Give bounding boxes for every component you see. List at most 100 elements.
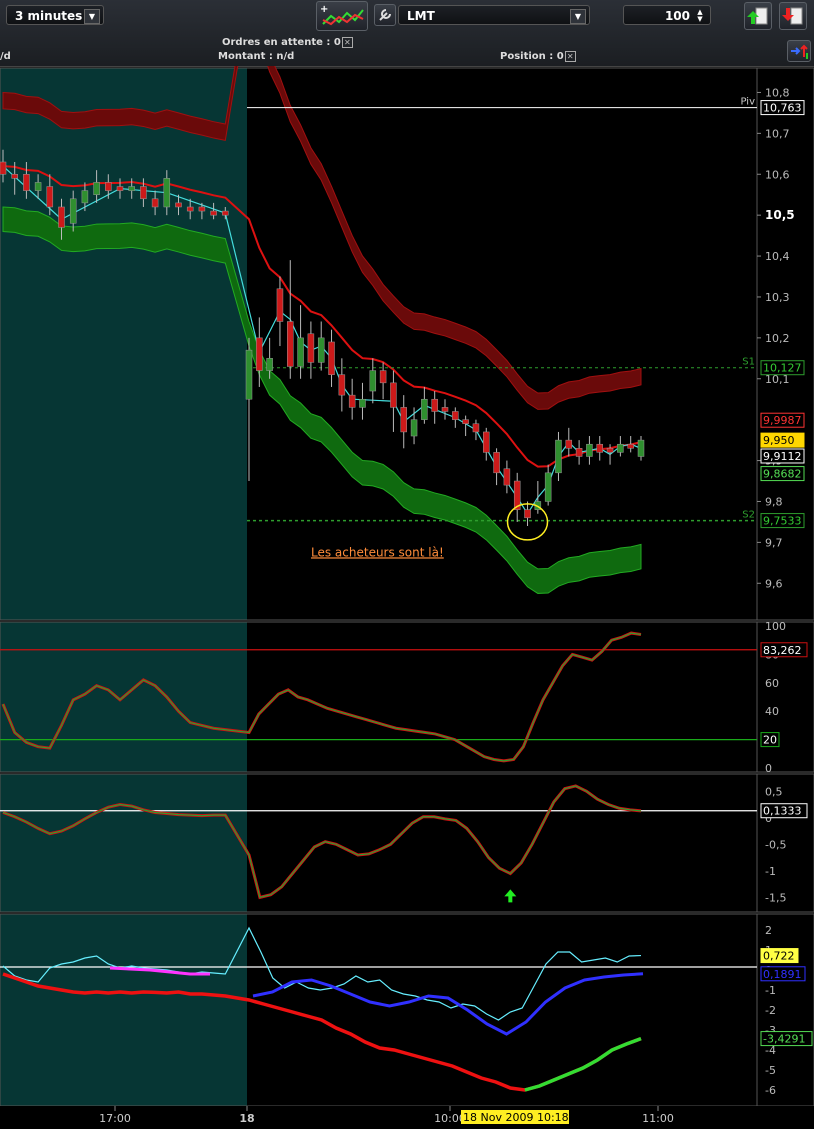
symbol-select[interactable]: LMT ▼ (398, 5, 590, 25)
candle (163, 170, 171, 216)
candle (606, 444, 614, 465)
candle (287, 260, 294, 379)
candle-body (348, 394, 356, 408)
candle-body (140, 186, 147, 200)
level-value: 0,1333 (763, 805, 802, 818)
candle (317, 321, 325, 371)
candle (359, 382, 366, 420)
pending-orders-label: Ordres en attente : 0 (222, 37, 341, 48)
trend-line-blue (252, 972, 644, 1036)
x-tick-label: 10:00 (434, 1112, 466, 1125)
candle-body (617, 443, 624, 453)
candle (210, 202, 217, 220)
buyers-annotation: Les acheteurs sont là! (311, 545, 444, 559)
stepper-arrows-icon[interactable]: ▲ ▼ (697, 8, 703, 23)
sell-order-button[interactable] (779, 2, 807, 30)
price-value-label: 9,8682 (763, 468, 802, 481)
level-value: 10,763 (763, 102, 802, 115)
candle-body (128, 186, 135, 191)
timeframe-select[interactable]: 3 minutes ▼ (6, 5, 104, 25)
pending-orders: Ordres en attente : 0 ✕ (222, 37, 353, 48)
level-value-tag (760, 100, 805, 116)
candle-body (307, 333, 315, 363)
candle (46, 174, 54, 216)
candle (116, 178, 124, 199)
candle-body (596, 443, 603, 453)
chart-lines-icon: + (320, 4, 364, 26)
y-tick-label: -5 (765, 1064, 776, 1077)
candle (105, 174, 112, 199)
moving-average-line (2, 165, 642, 468)
level-value: 10,127 (763, 362, 802, 375)
candle (555, 431, 562, 482)
candle (421, 386, 428, 424)
y-tick-label: 60 (765, 677, 779, 690)
candle-body (23, 174, 30, 191)
candle-body (390, 382, 397, 408)
buy-order-button[interactable] (744, 2, 772, 30)
y-tick-label: 40 (765, 705, 779, 718)
candle-body (328, 341, 335, 375)
y-tick-label: 10,1 (765, 373, 790, 386)
prev-session-shade (0, 68, 247, 620)
candle (441, 399, 449, 420)
quantity-stepper[interactable]: 100 ▲ ▼ (623, 5, 711, 25)
chevron-down-icon: ▼ (570, 9, 586, 24)
x-tick-label: 18 (239, 1112, 254, 1125)
sell-order-icon (782, 7, 803, 25)
trend-value-label: 0,722 (763, 950, 795, 963)
y-axis-bg (756, 913, 814, 1107)
candle (328, 329, 335, 387)
candle (617, 436, 624, 457)
level-value: 83,262 (763, 644, 802, 657)
candle-body (276, 288, 284, 322)
candle (410, 407, 418, 445)
price-value-label: 9,9987 (763, 414, 802, 427)
trend-line-green (524, 1036, 642, 1092)
level-name: S1 (742, 357, 755, 368)
trend-value-tag (760, 948, 799, 964)
candle-body (317, 337, 325, 363)
candle (575, 440, 583, 465)
candle (151, 190, 159, 216)
y-tick-label: 2 (765, 924, 772, 937)
settings-button[interactable] (374, 4, 396, 26)
candle-body (575, 448, 583, 457)
price-value-tag (760, 448, 805, 464)
price-value-label: 9,950 (763, 434, 795, 447)
close-icon[interactable]: ✕ (341, 37, 353, 48)
trade-arrows-button[interactable] (787, 40, 811, 62)
candle-body (297, 337, 304, 367)
candle (266, 337, 273, 379)
y-tick-label: -1 (765, 984, 776, 997)
lower-envelope-band (2, 206, 642, 594)
amount-label: Montant : n/d (218, 51, 295, 62)
candle-body (524, 509, 531, 519)
candle (431, 391, 438, 424)
quantity-value: 100 (664, 9, 690, 23)
candle (69, 190, 77, 232)
y-tick-label: 0,5 (765, 785, 783, 798)
candle (565, 427, 573, 457)
candle-body (452, 411, 459, 420)
close-icon[interactable]: ✕ (564, 51, 576, 62)
level-value-tag (760, 360, 805, 376)
svg-text:+: + (320, 4, 328, 15)
candle-body (163, 178, 171, 208)
candle (23, 161, 30, 199)
toolbar: 3 minutes ▼ + LMT ▼ 100 ▲ ▼ (0, 0, 814, 67)
position-label: Position : 0 (500, 51, 564, 62)
stochastic-main-line (2, 632, 642, 762)
y-tick-label: 10,5 (765, 208, 795, 222)
chart-area[interactable]: 10,810,710,610,510,410,310,210,19,99,89,… (0, 66, 814, 1129)
candle-body (606, 448, 614, 453)
candle (276, 276, 284, 347)
wrench-icon (379, 9, 391, 21)
price-value-label: 9,9112 (763, 450, 802, 463)
indicator-wizard-button[interactable]: + (316, 1, 368, 31)
y-tick-label: -1 (765, 865, 776, 878)
candle (338, 358, 346, 412)
trend-value-label: -3,4291 (763, 1033, 805, 1046)
candle-body (503, 468, 511, 486)
candle-body (46, 186, 54, 208)
